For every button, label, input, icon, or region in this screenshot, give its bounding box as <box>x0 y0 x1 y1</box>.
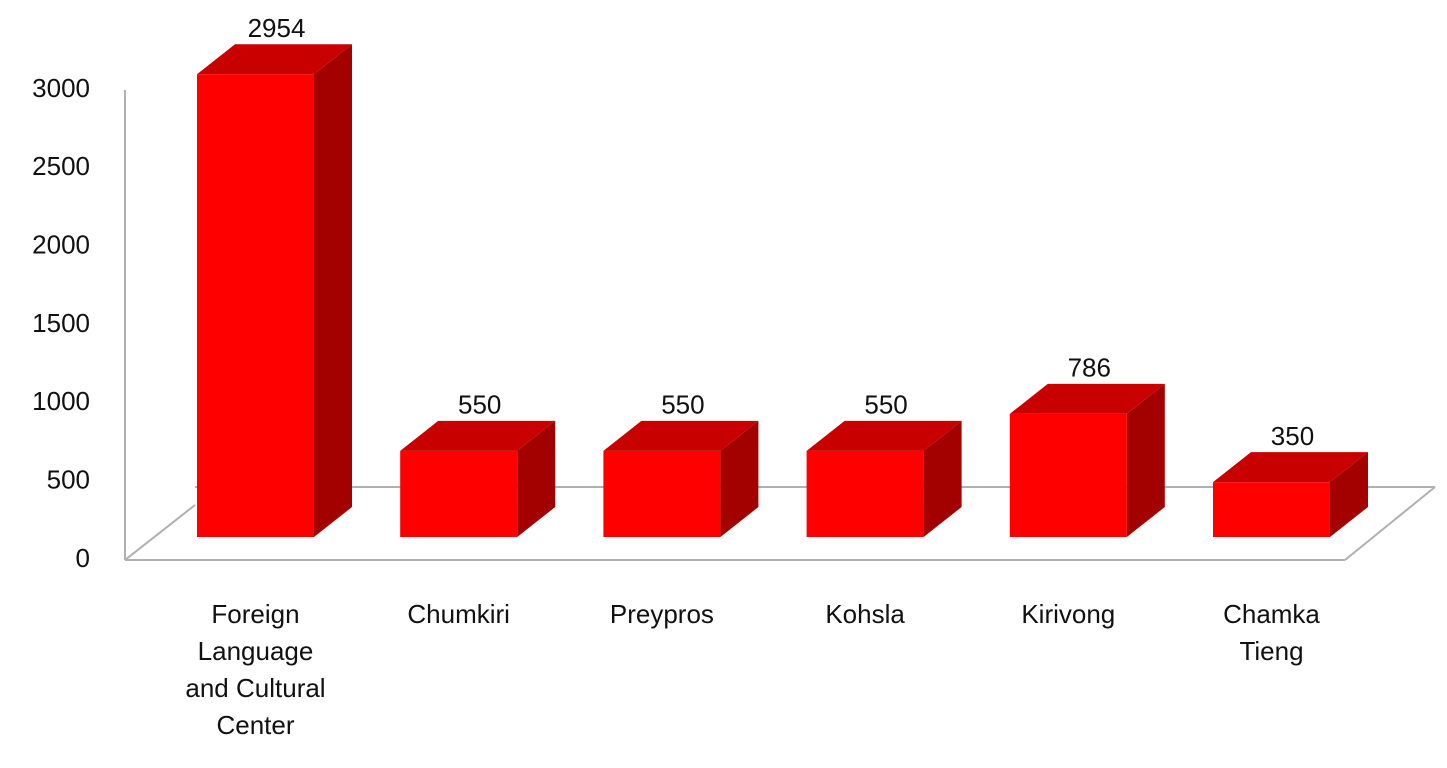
data-label: 350 <box>1271 421 1314 451</box>
bar <box>197 74 314 537</box>
x-tick-label: Kohsla <box>825 599 905 629</box>
data-label: 2954 <box>248 13 306 43</box>
y-tick-label: 0 <box>76 543 90 573</box>
bar-top <box>197 44 352 75</box>
bar <box>1213 482 1330 537</box>
bar-side <box>1126 383 1165 537</box>
bar-side <box>314 44 352 537</box>
y-tick-label: 2000 <box>32 230 90 260</box>
data-label: 786 <box>1068 353 1111 383</box>
data-label: 550 <box>661 390 704 420</box>
bar-side <box>517 420 556 537</box>
x-tick-label: Foreign Language and Cultural Center <box>185 599 326 740</box>
x-tick-label: Chamka Tieng <box>1223 599 1320 666</box>
bar-top <box>400 420 556 451</box>
y-tick-label: 1500 <box>32 308 90 338</box>
bar <box>1009 413 1127 537</box>
x-tick-label: Preypros <box>609 599 714 629</box>
x-tick-label: Chumkiri <box>407 599 510 629</box>
bar <box>400 450 518 537</box>
x-tick-label: Kirivong <box>1021 599 1116 629</box>
bar-top <box>603 420 759 451</box>
bar-side <box>923 420 962 537</box>
y-tick-label: 2500 <box>32 151 90 181</box>
y-tick-label: 3000 <box>32 73 90 103</box>
bar <box>806 450 924 537</box>
data-label: 550 <box>864 390 907 420</box>
y-tick-label: 500 <box>47 465 90 495</box>
y-tick-label: 1000 <box>32 386 90 416</box>
floor-right <box>1344 486 1436 561</box>
data-label: 550 <box>458 390 501 420</box>
bar-side <box>1330 452 1368 537</box>
bar <box>603 450 721 537</box>
bar-top <box>1009 383 1165 414</box>
floor-left <box>124 504 196 561</box>
bar-side <box>720 420 759 537</box>
bar-top <box>806 420 962 451</box>
bar-top <box>1213 452 1368 483</box>
